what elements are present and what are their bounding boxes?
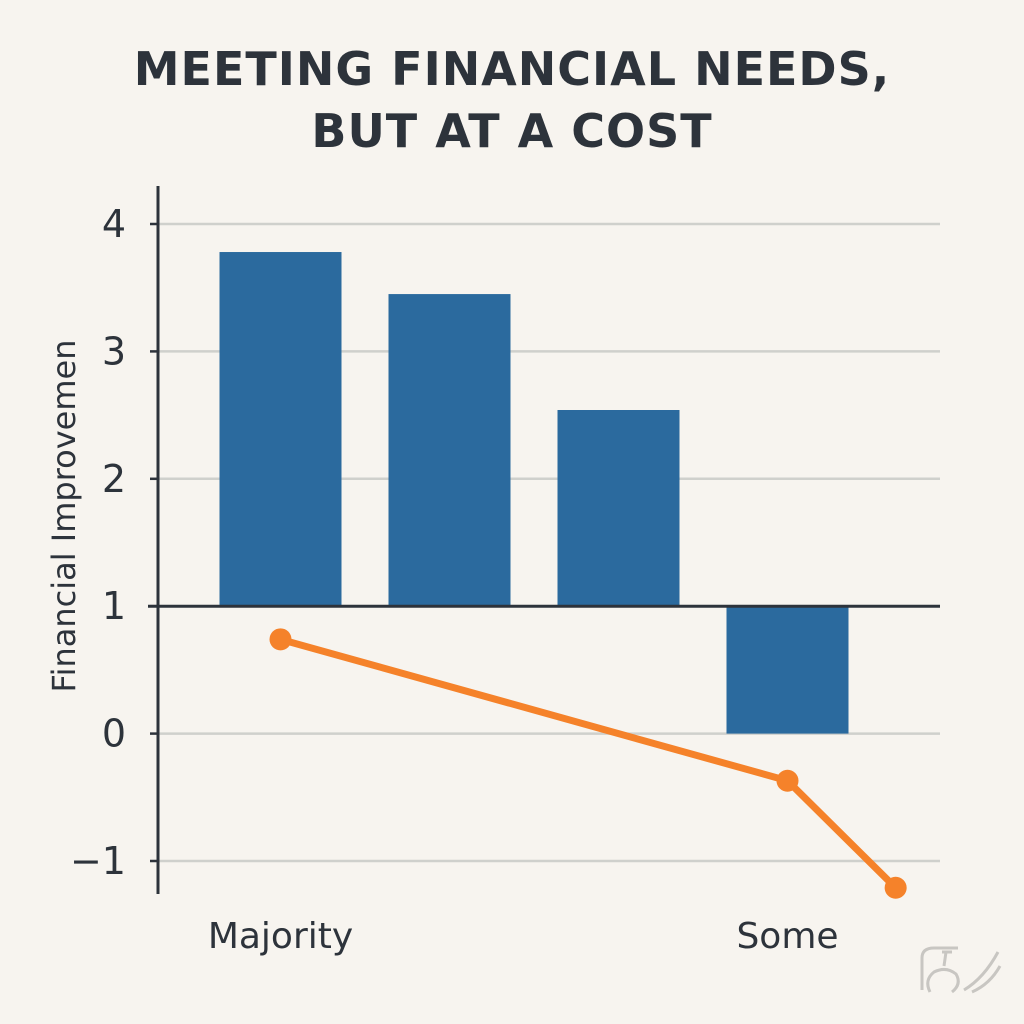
line-point	[776, 769, 799, 792]
y-axis-label: Financial Improvemen	[45, 339, 83, 692]
bar	[557, 410, 680, 607]
chart-title-line-1: MEETING FINANCIAL NEEDS,	[133, 42, 891, 96]
x-category-label: Majority	[208, 916, 353, 957]
bar	[219, 252, 342, 607]
y-tick-label: −1	[70, 839, 126, 883]
y-tick-label: 0	[102, 712, 126, 756]
y-tick-label: 2	[102, 457, 126, 501]
y-tick-label: 1	[102, 584, 126, 628]
bar	[726, 606, 849, 734]
y-tick-label: 4	[102, 202, 126, 246]
line-point	[884, 876, 907, 899]
x-category-label: Some	[736, 916, 838, 957]
y-tick-label: 3	[102, 329, 126, 373]
chart-title-line-2: BUT AT A COST	[311, 104, 713, 158]
bar	[388, 294, 511, 607]
watermark-logo-icon	[920, 946, 1002, 994]
chart-title: MEETING FINANCIAL NEEDS, BUT AT A COST	[0, 38, 1024, 162]
line-point	[269, 628, 292, 651]
